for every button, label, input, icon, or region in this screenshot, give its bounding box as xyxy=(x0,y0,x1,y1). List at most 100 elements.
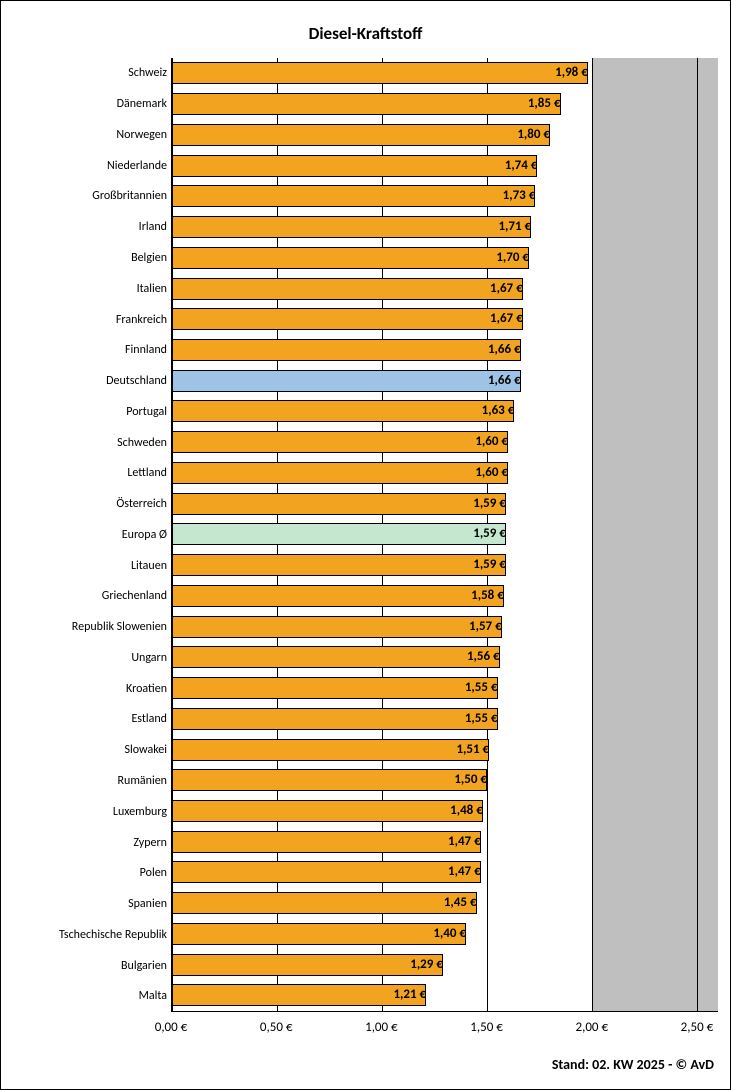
y-axis-label: Irland xyxy=(9,221,167,233)
y-axis-label: Italien xyxy=(9,283,167,295)
bar-value-label: 1,21 € xyxy=(172,984,429,1006)
y-axis-label: Tschechische Republik xyxy=(9,929,167,941)
y-axis-label: Luxemburg xyxy=(9,806,167,818)
y-axis-label: Malta xyxy=(9,990,167,1002)
bar-value-label: 1,59 € xyxy=(172,554,509,576)
bar-value-label: 1,60 € xyxy=(172,431,511,453)
y-axis-label: Portugal xyxy=(9,406,167,418)
y-axis-label: Ungarn xyxy=(9,652,167,664)
bar-value-label: 1,45 € xyxy=(172,892,480,914)
bar-value-label: 1,71 € xyxy=(172,216,534,238)
bar-row: 1,85 € xyxy=(172,93,718,115)
y-axis-label: Finnland xyxy=(9,344,167,356)
y-axis-label: Kroatien xyxy=(9,683,167,695)
bar-row: 1,98 € xyxy=(172,62,718,84)
bar-value-label: 1,67 € xyxy=(172,278,526,300)
bar-row: 1,71 € xyxy=(172,216,718,238)
y-axis-label: Großbritannien xyxy=(9,190,167,202)
bar-row: 1,70 € xyxy=(172,247,718,269)
chart-footer: Stand: 02. KW 2025 - © AvD xyxy=(1,1050,730,1089)
bar-value-label: 1,55 € xyxy=(172,708,501,730)
bar-value-label: 1,56 € xyxy=(172,646,503,668)
bar-value-label: 1,66 € xyxy=(172,370,524,392)
chart-frame: Diesel-Kraftstoff SchweizDänemarkNorwege… xyxy=(0,0,731,1090)
bar-row: 1,50 € xyxy=(172,769,718,791)
x-axis: 0,00 € 0,50 € 1,00 € 1,50 € 2,00 € 2,50 € xyxy=(1,1014,730,1050)
y-axis-label: Österreich xyxy=(9,498,167,510)
bar-value-label: 1,55 € xyxy=(172,677,501,699)
bar-value-label: 1,73 € xyxy=(172,185,538,207)
bar-row: 1,29 € xyxy=(172,954,718,976)
bar-value-label: 1,80 € xyxy=(172,124,553,146)
bar-row: 1,67 € xyxy=(172,278,718,300)
bar-row: 1,66 € xyxy=(172,370,718,392)
bar-row: 1,58 € xyxy=(172,585,718,607)
bar-value-label: 1,98 € xyxy=(172,62,591,84)
bar-row: 1,47 € xyxy=(172,861,718,883)
bar-row: 1,60 € xyxy=(172,431,718,453)
y-axis-label: Zypern xyxy=(9,837,167,849)
x-axis-tick-label: 2,50 € xyxy=(681,1020,714,1035)
bar-row: 1,51 € xyxy=(172,739,718,761)
y-axis-label: Norwegen xyxy=(9,129,167,141)
bar-value-label: 1,59 € xyxy=(172,523,509,545)
x-axis-tick-label: 2,00 € xyxy=(575,1020,608,1035)
y-axis-label: Bulgarien xyxy=(9,960,167,972)
bar-row: 1,45 € xyxy=(172,892,718,914)
bar-value-label: 1,51 € xyxy=(172,739,492,761)
bar-row: 1,59 € xyxy=(172,493,718,515)
x-axis-tick-label: 1,00 € xyxy=(365,1020,398,1035)
bar-row: 1,21 € xyxy=(172,984,718,1006)
bar-value-label: 1,48 € xyxy=(172,800,486,822)
chart-body: SchweizDänemarkNorwegenNiederlandeGroßbr… xyxy=(1,54,730,1014)
y-axis-label: Schweden xyxy=(9,437,167,449)
bar-row: 1,40 € xyxy=(172,923,718,945)
y-axis-label: Rumänien xyxy=(9,775,167,787)
bar-row: 1,48 € xyxy=(172,800,718,822)
chart-title: Diesel-Kraftstoff xyxy=(1,1,730,54)
bar-row: 1,74 € xyxy=(172,155,718,177)
bar-row: 1,67 € xyxy=(172,308,718,330)
bar-row: 1,55 € xyxy=(172,677,718,699)
bar-value-label: 1,47 € xyxy=(172,831,484,853)
bar-value-label: 1,47 € xyxy=(172,861,484,883)
y-axis-label: Niederlande xyxy=(9,160,167,172)
y-axis-label: Polen xyxy=(9,867,167,879)
y-axis-label: Europa Ø xyxy=(9,529,167,541)
bar-value-label: 1,66 € xyxy=(172,339,524,361)
bar-value-label: 1,74 € xyxy=(172,155,540,177)
bar-row: 1,57 € xyxy=(172,616,718,638)
bar-value-label: 1,57 € xyxy=(172,616,505,638)
y-axis-label: Estland xyxy=(9,713,167,725)
y-axis-label: Dänemark xyxy=(9,98,167,110)
bar-row: 1,55 € xyxy=(172,708,718,730)
y-axis-label: Litauen xyxy=(9,560,167,572)
bar-value-label: 1,40 € xyxy=(172,923,469,945)
bar-row: 1,59 € xyxy=(172,554,718,576)
y-axis-label: Frankreich xyxy=(9,314,167,326)
bar-value-label: 1,70 € xyxy=(172,247,532,269)
bar-row: 1,73 € xyxy=(172,185,718,207)
x-axis-tick-label: 1,50 € xyxy=(470,1020,503,1035)
x-axis-tick-label: 0,00 € xyxy=(155,1020,188,1035)
y-axis-label: Slowakei xyxy=(9,744,167,756)
bar-value-label: 1,63 € xyxy=(172,400,517,422)
y-axis-label: Lettland xyxy=(9,467,167,479)
bar-row: 1,56 € xyxy=(172,646,718,668)
y-axis-label: Deutschland xyxy=(9,375,167,387)
bar-value-label: 1,59 € xyxy=(172,493,509,515)
bar-row: 1,63 € xyxy=(172,400,718,422)
bar-row: 1,66 € xyxy=(172,339,718,361)
y-axis-label: Belgien xyxy=(9,252,167,264)
x-axis-tick-label: 0,50 € xyxy=(260,1020,293,1035)
bar-value-label: 1,50 € xyxy=(172,769,490,791)
y-axis-label: Spanien xyxy=(9,898,167,910)
bar-value-label: 1,29 € xyxy=(172,954,446,976)
bar-value-label: 1,85 € xyxy=(172,93,564,115)
bar-value-label: 1,67 € xyxy=(172,308,526,330)
plot-area: 1,98 € 1,85 € 1,80 € 1,74 € 1,73 € 1,71 € 1,70… xyxy=(171,58,718,1012)
bar-value-label: 1,60 € xyxy=(172,462,511,484)
bar-value-label: 1,58 € xyxy=(172,585,507,607)
bar-row: 1,59 € xyxy=(172,523,718,545)
y-axis-label: Griechenland xyxy=(9,590,167,602)
